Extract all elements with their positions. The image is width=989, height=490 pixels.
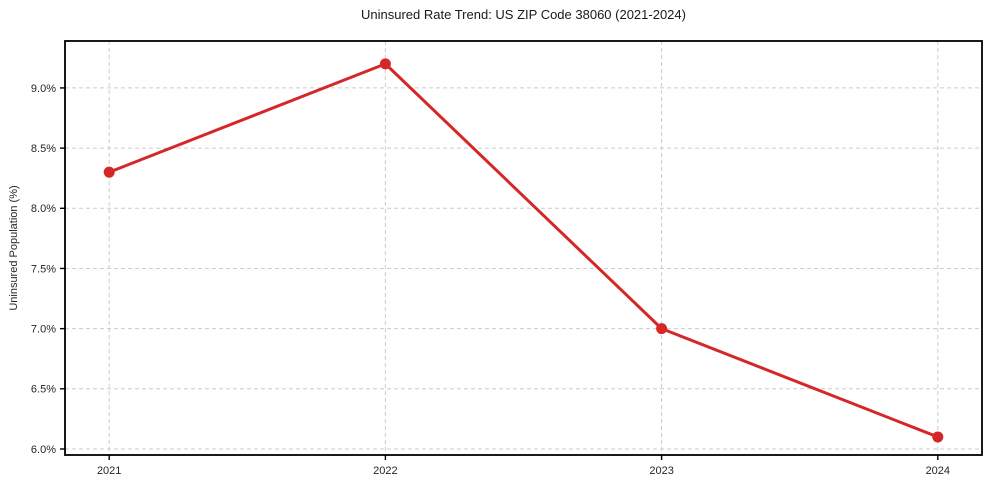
chart-title: Uninsured Rate Trend: US ZIP Code 38060 … — [361, 7, 686, 22]
y-tick-label: 6.5% — [31, 384, 56, 396]
y-tick-label: 8.0% — [31, 203, 56, 215]
data-point — [103, 166, 115, 178]
plot-border — [64, 40, 983, 456]
x-tick-label: 2024 — [926, 465, 950, 477]
x-tick-label: 2021 — [97, 465, 121, 477]
y-tick-label: 7.0% — [31, 323, 56, 335]
x-tick-label: 2023 — [649, 465, 673, 477]
y-tick-label: 6.0% — [31, 444, 56, 456]
y-tick-label: 8.5% — [31, 143, 56, 155]
data-point — [656, 323, 668, 335]
trend-line — [107, 62, 940, 439]
y-tick-label: 9.0% — [31, 83, 56, 95]
y-tick-label: 7.5% — [31, 263, 56, 275]
x-tick-label: 2022 — [373, 465, 397, 477]
data-point — [379, 58, 391, 70]
data-point — [932, 431, 944, 443]
